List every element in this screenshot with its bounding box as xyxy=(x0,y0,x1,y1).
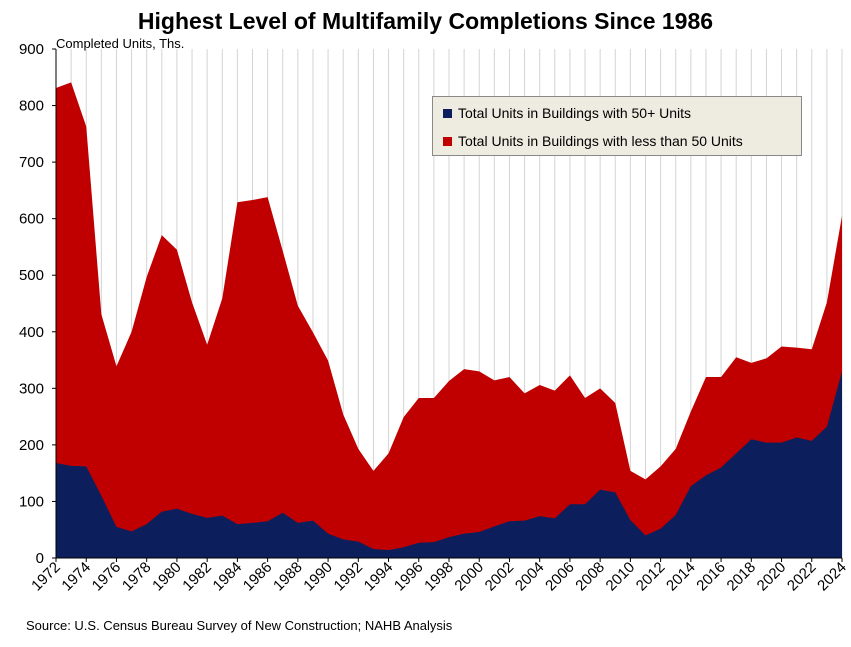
x-tick-label: 2002 xyxy=(482,559,518,595)
x-tick-label: 1998 xyxy=(421,559,457,595)
x-tick-label: 1984 xyxy=(210,559,246,595)
x-tick-label: 2014 xyxy=(663,559,699,595)
y-tick-label: 600 xyxy=(19,211,44,228)
y-tick-label: 300 xyxy=(19,380,44,397)
x-tick-label: 1990 xyxy=(300,559,336,595)
x-tick-label: 2022 xyxy=(784,559,820,595)
x-tick-label: 2000 xyxy=(451,559,487,595)
y-tick-label: 500 xyxy=(19,267,44,284)
legend-item-50plus: Total Units in Buildings with 50+ Units xyxy=(443,105,691,121)
x-tick-label: 1986 xyxy=(240,559,276,595)
y-tick-label: 100 xyxy=(19,493,44,510)
y-tick-label: 800 xyxy=(19,98,44,115)
x-tick-label: 2018 xyxy=(724,559,760,595)
y-tick-label: 900 xyxy=(19,41,44,58)
x-tick-label: 1978 xyxy=(119,559,155,595)
source-note: Source: U.S. Census Bureau Survey of New… xyxy=(26,618,453,633)
legend-item-less-than-50: Total Units in Buildings with less than … xyxy=(443,133,743,149)
chart-legend: Total Units in Buildings with 50+ Units … xyxy=(432,96,802,156)
x-tick-label: 1982 xyxy=(179,559,215,595)
x-tick-label: 2024 xyxy=(814,559,850,595)
y-tick-label: 700 xyxy=(19,154,44,171)
y-tick-label: 0 xyxy=(36,550,44,567)
x-tick-label: 2010 xyxy=(603,559,639,595)
area-series-less-than-50 xyxy=(56,82,842,559)
legend-label-less-than-50: Total Units in Buildings with less than … xyxy=(458,133,743,149)
legend-label-50plus: Total Units in Buildings with 50+ Units xyxy=(458,105,692,121)
x-tick-label: 1988 xyxy=(270,559,306,595)
x-tick-label: 1994 xyxy=(361,559,397,595)
chart-title: Highest Level of Multifamily Completions… xyxy=(137,8,714,34)
x-tick-label: 2020 xyxy=(754,559,790,595)
x-tick-label: 1992 xyxy=(331,559,367,595)
y-tick-label: 400 xyxy=(19,324,44,341)
legend-swatch-50plus xyxy=(443,108,452,118)
x-tick-label: 1996 xyxy=(391,559,427,595)
x-tick-label: 2012 xyxy=(633,559,669,595)
x-tick-label: 1980 xyxy=(149,559,185,595)
y-tick-label: 200 xyxy=(19,437,44,454)
legend-swatch-less-than-50 xyxy=(443,136,452,146)
x-tick-label: 2016 xyxy=(693,559,729,595)
x-tick-label: 1976 xyxy=(89,559,125,595)
x-tick-label: 2004 xyxy=(512,559,548,595)
x-tick-label: 1972 xyxy=(28,559,64,595)
x-tick-label: 2008 xyxy=(572,559,608,595)
x-tick-label: 1974 xyxy=(58,559,94,595)
area-series-50plus xyxy=(56,371,842,558)
y-axis-unit-label: Completed Units, Ths. xyxy=(56,36,185,51)
x-tick-label: 2006 xyxy=(542,559,578,595)
